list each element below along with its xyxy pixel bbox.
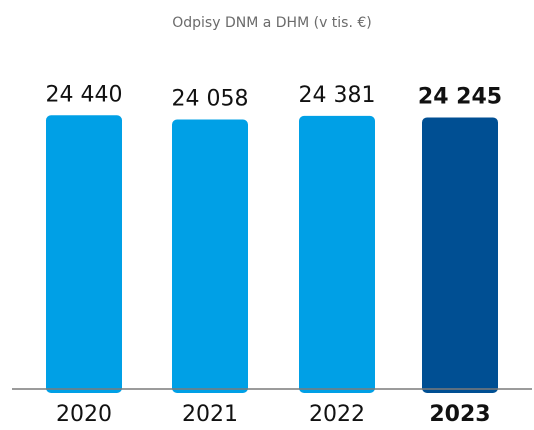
value-labels-group: 24 440 24 058 24 381 24 245 bbox=[46, 82, 503, 111]
category-label-2023: 2023 bbox=[429, 402, 490, 427]
category-label-2020: 2020 bbox=[56, 402, 112, 427]
category-label-2021: 2021 bbox=[182, 402, 238, 427]
category-label-2022: 2022 bbox=[309, 402, 365, 427]
bar-2021 bbox=[172, 119, 248, 393]
value-label-2021: 24 058 bbox=[172, 87, 249, 112]
chart-title: Odpisy DNM a DHM (v tis. €) bbox=[172, 15, 372, 31]
bar-2023 bbox=[422, 117, 498, 394]
bar-2020 bbox=[46, 115, 122, 393]
bars-group bbox=[46, 115, 498, 394]
value-label-2023: 24 245 bbox=[418, 84, 502, 109]
category-labels-group: 2020 2021 2022 2023 bbox=[56, 402, 491, 427]
value-label-2020: 24 440 bbox=[46, 82, 123, 107]
value-label-2022: 24 381 bbox=[299, 83, 376, 108]
bar-2022 bbox=[299, 115, 375, 393]
